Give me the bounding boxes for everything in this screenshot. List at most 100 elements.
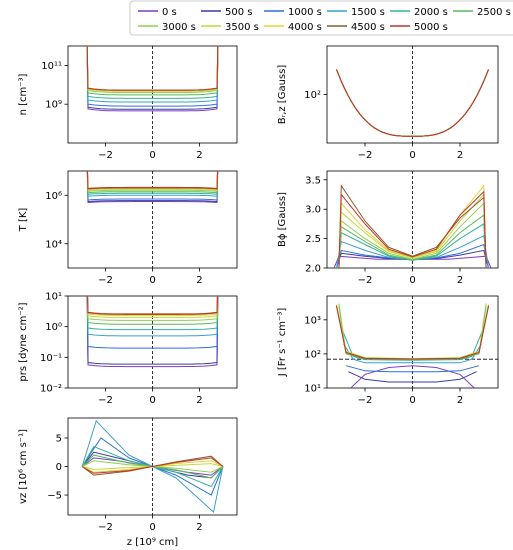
panel-n: −2 0 2 10⁹ 10¹¹ n [cm⁻³]	[18, 45, 238, 161]
legend-label: 4500 s	[351, 22, 385, 33]
x-tick-label: 0	[409, 275, 415, 286]
y-tick-label: 10²	[304, 90, 321, 101]
y-tick-label: 10⁹	[45, 100, 62, 111]
series-line	[86, 171, 219, 201]
series-line	[350, 365, 475, 388]
panel-J: −2 0 2 10¹ 10² 10³ J [Fr s⁻¹ cm⁻³]	[277, 295, 499, 406]
panel-Brz: −2 0 2 10² Bᵣ,z [Gauss]	[277, 45, 499, 161]
series-line	[87, 296, 218, 317]
series-line	[336, 69, 489, 137]
legend-entry: 0 s	[138, 7, 177, 18]
legend-label: 2500 s	[477, 7, 511, 18]
legend-entry: 1500 s	[327, 7, 385, 18]
series-line	[338, 184, 487, 268]
legend-entry: 4000 s	[264, 22, 322, 33]
series-line	[86, 46, 219, 99]
series-line	[86, 296, 219, 349]
x-tick-label: −2	[98, 275, 113, 286]
series-line	[338, 190, 487, 268]
y-axis-label: J [Fr s⁻¹ cm⁻³]	[277, 308, 288, 378]
series-line	[87, 296, 218, 318]
y-tick-label: 10¹¹	[41, 61, 62, 72]
series-line	[86, 46, 219, 110]
y-tick-label: 10⁻¹	[40, 353, 62, 364]
legend: 0 s 500 s 1000 s 1500 s 2000 s 2500 s 3000 s 35…	[129, 0, 513, 36]
x-tick-label: 0	[149, 522, 155, 533]
series-line	[336, 306, 489, 360]
series-line	[86, 296, 219, 321]
x-tick-label: 0	[149, 395, 155, 406]
legend-entry: 3000 s	[138, 22, 196, 33]
y-tick-label: −5	[47, 491, 62, 502]
legend-label: 4000 s	[288, 22, 322, 33]
series-line	[86, 296, 219, 325]
series-line	[86, 46, 219, 93]
series-line	[86, 171, 219, 189]
y-axis-label: Bϕ [Gauss]	[277, 192, 288, 247]
y-tick-label: 5	[56, 433, 62, 444]
series-line	[86, 296, 219, 331]
x-tick-label: 2	[196, 522, 202, 533]
y-axis-label: prs [dyne cm⁻²]	[18, 302, 29, 381]
y-tick-label: 0	[56, 462, 62, 473]
legend-entry: 4500 s	[327, 22, 385, 33]
legend-label: 1000 s	[288, 7, 322, 18]
y-tick-label: 10⁴	[45, 239, 62, 250]
panel-Bphi: −2 0 2 2.0 2.5 3.0 3.5 Bϕ [Gauss]	[277, 170, 499, 286]
x-tick-label: −2	[358, 275, 373, 286]
series-line	[86, 46, 219, 107]
y-tick-label: 10⁰	[45, 322, 62, 333]
y-tick-label: 2.5	[305, 234, 321, 245]
series-line	[87, 296, 218, 315]
series-line	[86, 171, 219, 197]
series-line	[338, 184, 487, 268]
x-tick-label: 2	[457, 395, 463, 406]
series-line	[86, 46, 219, 96]
series-line	[81, 457, 224, 474]
y-tick-label: 10⁻²	[40, 384, 62, 395]
y-tick-label: 10¹	[45, 292, 62, 303]
series-line	[338, 214, 487, 268]
y-tick-label: 3.0	[305, 205, 321, 216]
series-line	[86, 296, 219, 337]
y-axis-label: n [cm⁻³]	[18, 73, 29, 115]
x-tick-label: 2	[457, 150, 463, 161]
panel-prs: −2 0 2 10⁻² 10⁻¹ 10⁰ 10¹ prs [dyne cm⁻²]	[18, 292, 238, 406]
x-tick-label: 2	[196, 275, 202, 286]
series-line	[345, 365, 480, 373]
y-tick-label: 10¹	[304, 384, 321, 395]
series-line	[86, 171, 219, 203]
series-line	[86, 46, 219, 91]
y-axis-label: vz [10⁶ cm s⁻¹]	[18, 429, 29, 504]
legend-label: 3000 s	[162, 22, 196, 33]
y-axis-label: Bᵣ,z [Gauss]	[277, 65, 288, 125]
x-tick-label: 0	[409, 150, 415, 161]
x-tick-label: −2	[358, 395, 373, 406]
series-line	[86, 46, 219, 103]
legend-entry: 5000 s	[390, 22, 448, 33]
legend-entry: 500 s	[201, 7, 252, 18]
x-tick-label: −2	[358, 150, 373, 161]
series-line	[343, 343, 482, 364]
x-axis-label: z [10⁹ cm]	[127, 537, 178, 548]
legend-frame	[129, 0, 513, 36]
legend-label: 2000 s	[414, 7, 448, 18]
x-tick-label: 0	[149, 150, 155, 161]
x-tick-label: −2	[98, 395, 113, 406]
legend-label: 500 s	[225, 7, 252, 18]
panel-vz: −2 0 2 −5 0 5 vz [10⁶ cm s⁻¹] z [10⁹ cm]	[18, 417, 238, 548]
x-tick-label: −2	[98, 522, 113, 533]
series-line	[86, 296, 219, 368]
x-tick-label: 2	[457, 275, 463, 286]
x-tick-label: 2	[196, 395, 202, 406]
legend-entry: 3500 s	[201, 22, 259, 33]
series-line	[86, 171, 219, 191]
legend-label: 0 s	[162, 7, 177, 18]
x-tick-label: −2	[98, 150, 113, 161]
series-line	[86, 171, 219, 195]
series-line	[338, 223, 487, 268]
y-axis-label: T [K]	[18, 208, 29, 233]
x-tick-label: 2	[196, 150, 202, 161]
series-line	[340, 327, 485, 361]
